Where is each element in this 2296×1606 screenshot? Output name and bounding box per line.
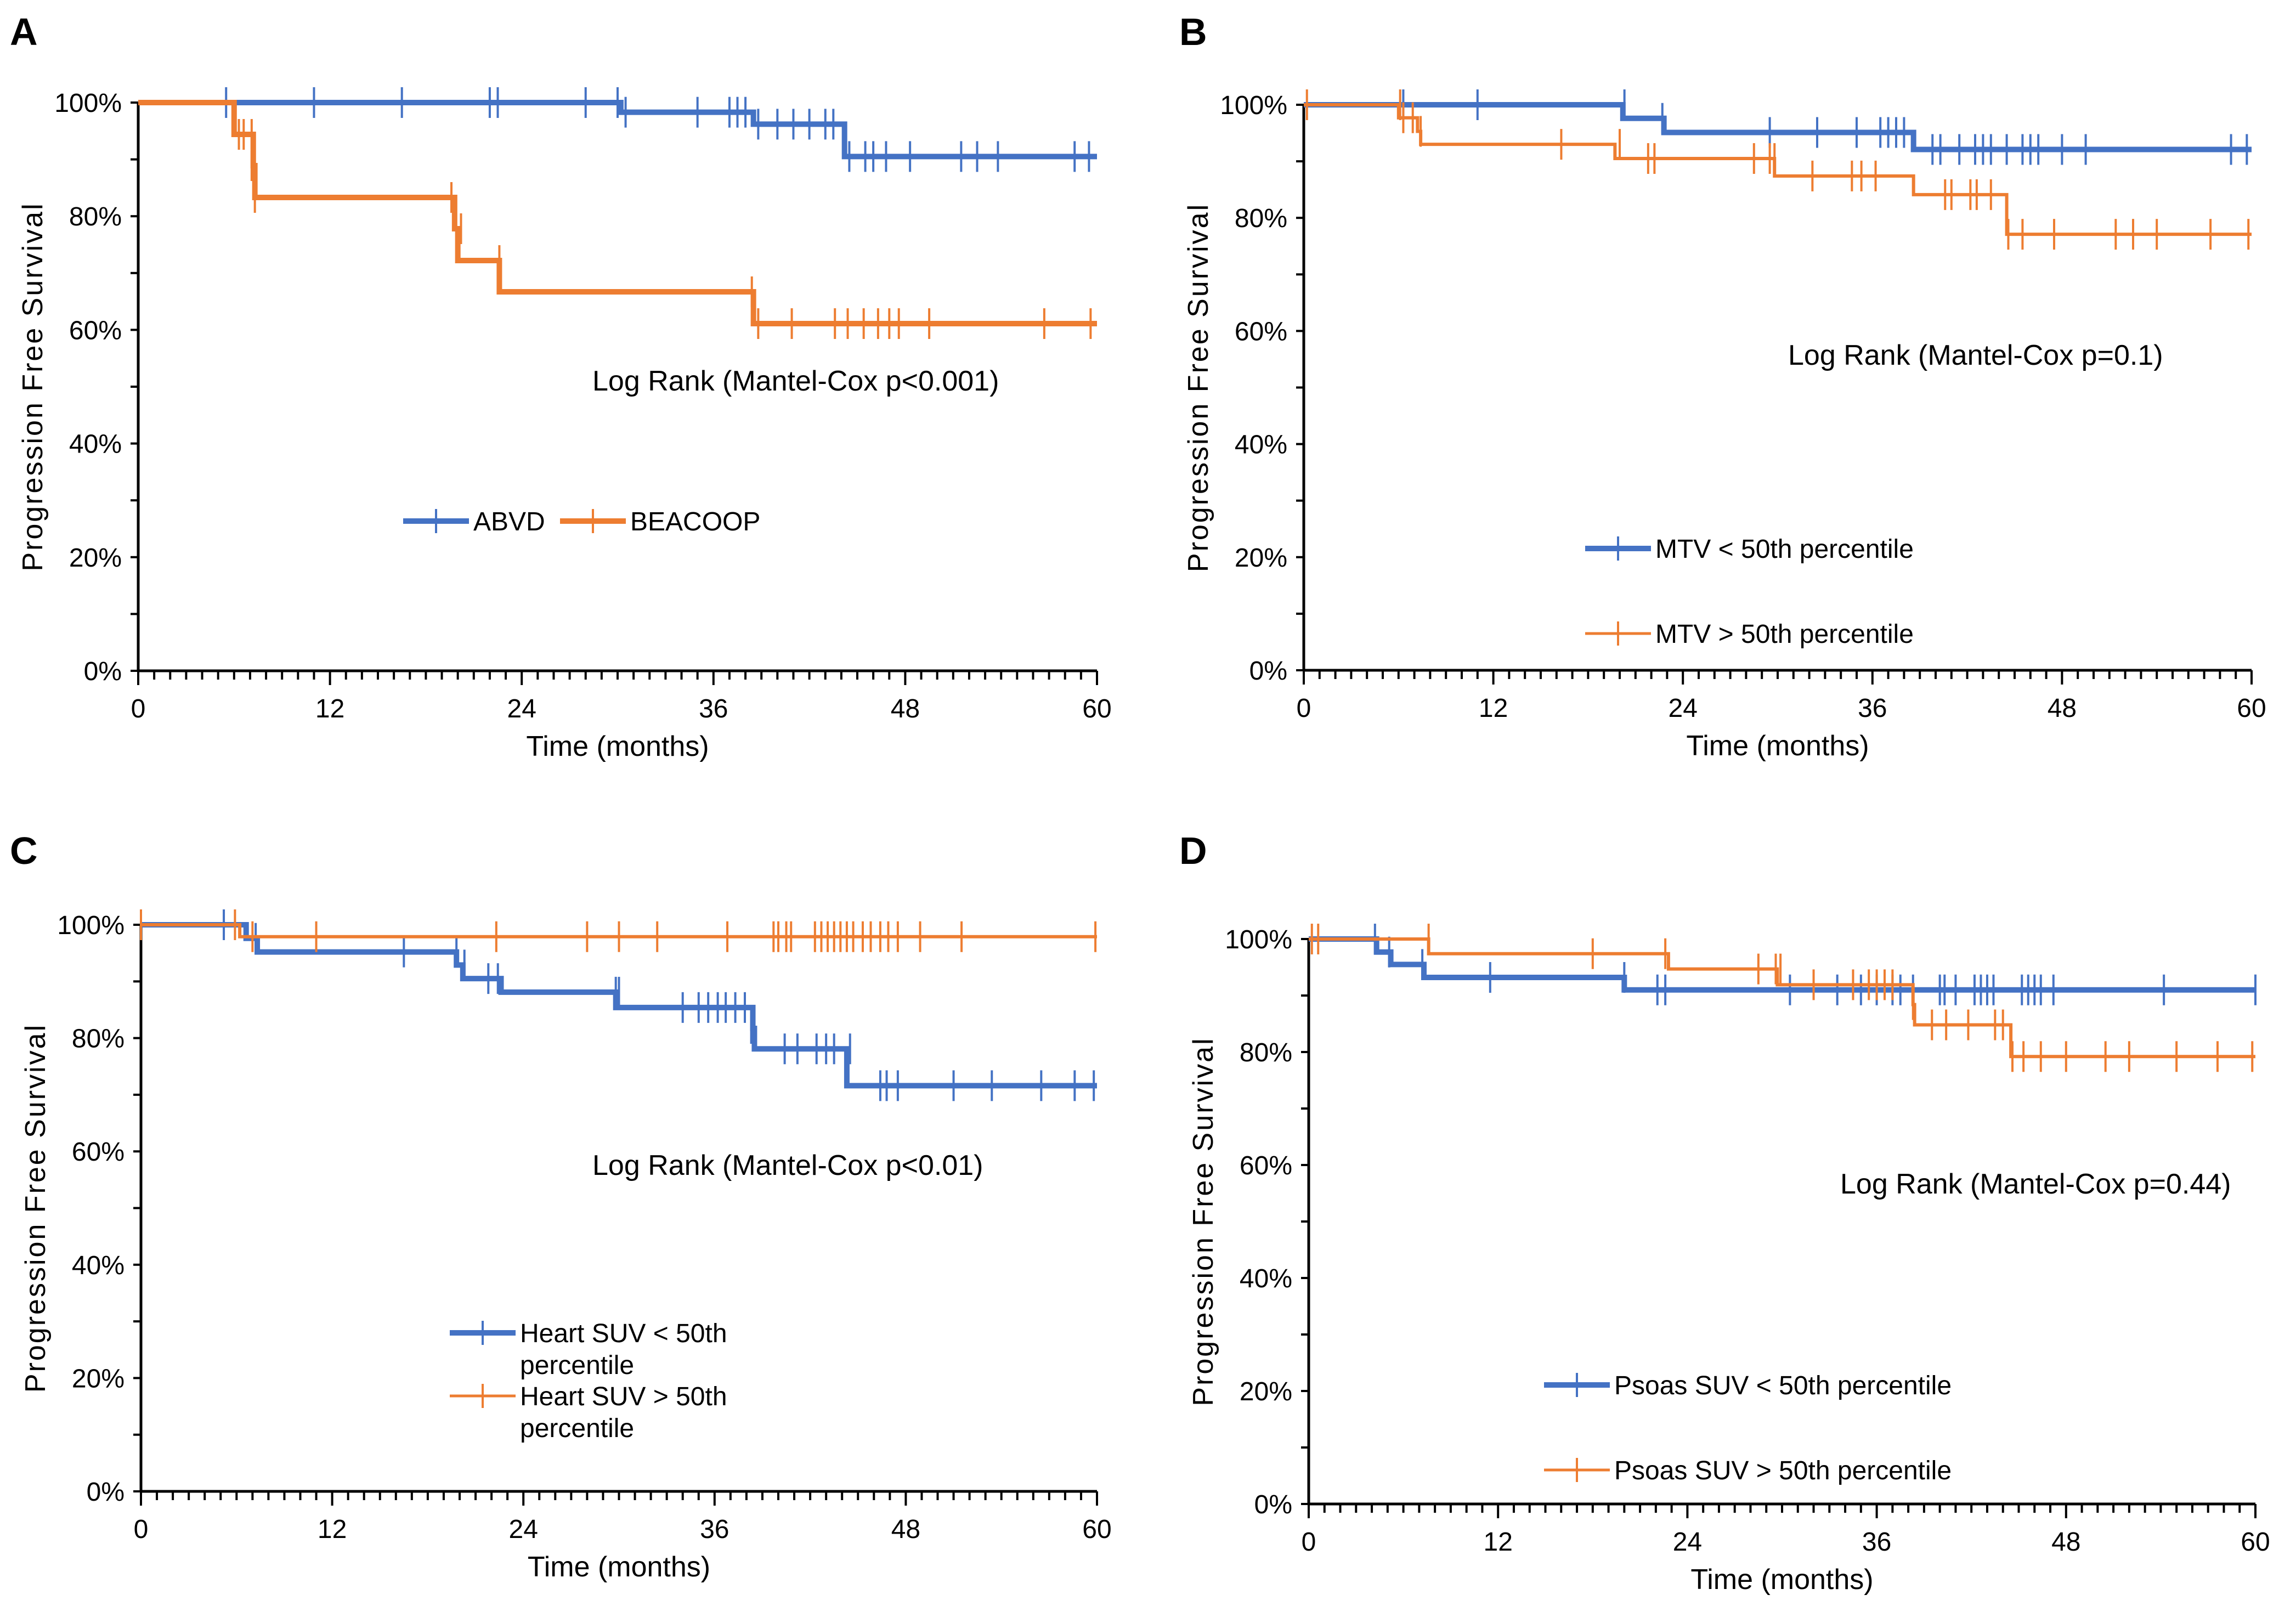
y-tick-label: 100% (1225, 925, 1292, 954)
y-tick-label: 20% (1240, 1377, 1292, 1406)
x-tick-label: 48 (2051, 1528, 2080, 1557)
x-tick-label: 24 (1673, 1528, 1702, 1557)
km-step-line (138, 100, 1097, 327)
x-tick-label: 36 (1858, 694, 1887, 723)
legend-label: Heart SUV > 50th percentile (520, 1382, 727, 1443)
x-tick-label: 24 (509, 1515, 538, 1544)
log-rank-annotation: Log Rank (Mantel-Cox p=0.1) (1788, 340, 2163, 371)
km-step-line (1309, 937, 2255, 1059)
panel-b: B 0% 20% 40% 60% 80% 100% 0 12 24 36 48 60 Time (mon… (1179, 10, 2266, 762)
legend-label: BEACOOP (630, 507, 760, 536)
series-group-1 (1309, 924, 2257, 1005)
panel-d: D 0% 20% 40% 60% 80% 100% 0 12 24 36 48 60 Time (mon… (1179, 829, 2270, 1596)
series-group-2 (1309, 924, 2255, 1072)
y-tick-label: 100% (54, 89, 122, 118)
x-tick-label: 48 (891, 694, 920, 723)
series-group-2 (140, 909, 1097, 952)
x-tick-label: 36 (700, 1515, 729, 1544)
series-group-2 (1304, 89, 2252, 250)
series-group-2 (138, 100, 1097, 340)
y-tick-label: 60% (72, 1138, 125, 1167)
y-tick-label: 80% (1235, 204, 1287, 233)
panel-c: C 0% 20% 40% 60% 80% 100% 0 12 24 36 48 60 Time (mon… (10, 829, 1112, 1583)
y-tick-label: 100% (1220, 91, 1287, 120)
y-tick-label: 80% (69, 202, 122, 231)
series-group-1 (138, 87, 1097, 172)
y-axis-title: Progression Free Survival (1183, 203, 1214, 572)
panel-letter-c: C (10, 829, 38, 872)
x-tick-label: 0 (1297, 694, 1311, 723)
y-tick-label: 40% (1235, 431, 1287, 460)
y-tick-label: 60% (1240, 1151, 1292, 1180)
km-step-line (1304, 103, 2252, 236)
y-tick-label: 20% (69, 544, 122, 573)
legend-label: Psoas SUV > 50th percentile (1614, 1456, 1952, 1485)
y-tick-label: 0% (84, 657, 122, 686)
legend-label: MTV < 50th percentile (1655, 535, 1914, 564)
y-tick-label: 60% (1235, 317, 1287, 346)
y-tick-label: 100% (57, 911, 125, 940)
x-tick-label: 36 (1862, 1528, 1891, 1557)
x-tick-label: 24 (1669, 694, 1698, 723)
x-axis-title: Time (months) (1690, 1564, 1873, 1596)
log-rank-annotation: Log Rank (Mantel-Cox p=0.44) (1840, 1168, 2231, 1200)
y-tick-label: 20% (72, 1364, 125, 1393)
x-tick-label: 0 (131, 694, 146, 723)
x-tick-label: 60 (1082, 1515, 1111, 1544)
log-rank-annotation: Log Rank (Mantel-Cox p<0.001) (592, 365, 999, 397)
km-step-line (1309, 936, 2255, 993)
x-tick-label: 48 (2048, 694, 2077, 723)
km-step-line (1304, 102, 2252, 152)
legend-label: MTV > 50th percentile (1655, 620, 1914, 649)
x-tick-label: 12 (315, 694, 344, 723)
km-step-line (141, 922, 1097, 1089)
y-tick-label: 0% (1249, 657, 1287, 686)
y-tick-label: 0% (87, 1478, 125, 1507)
x-tick-label: 60 (2237, 694, 2266, 723)
panel-a: A 0% 20% 40% 60% 80% 100% 0 12 24 36 48 60 Time (mon… (10, 10, 1112, 762)
y-axis-title: Progression Free Survival (20, 1023, 52, 1393)
y-tick-label: 40% (1240, 1264, 1292, 1293)
x-axis-title: Time (months) (1686, 730, 1869, 762)
x-tick-label: 12 (1479, 694, 1508, 723)
legend-label: Heart SUV < 50th percentile (520, 1319, 727, 1380)
panel-letter-b: B (1179, 10, 1207, 53)
y-axis-title: Progression Free Survival (1187, 1037, 1219, 1406)
x-tick-label: 60 (2241, 1528, 2270, 1557)
y-tick-label: 40% (72, 1251, 125, 1280)
legend-label: ABVD (473, 507, 545, 536)
x-axis-title: Time (months) (526, 731, 709, 762)
x-tick-label: 0 (1302, 1528, 1316, 1557)
series-group-1 (1304, 89, 2252, 165)
panel-letter-a: A (10, 10, 38, 53)
y-tick-label: 80% (1240, 1038, 1292, 1067)
panel-letter-d: D (1179, 829, 1207, 872)
y-tick-label: 60% (69, 316, 122, 345)
x-tick-label: 60 (1082, 694, 1111, 723)
y-tick-label: 40% (69, 430, 122, 459)
y-tick-label: 0% (1254, 1490, 1292, 1519)
x-tick-label: 0 (134, 1515, 149, 1544)
y-tick-label: 20% (1235, 544, 1287, 573)
legend-label: Psoas SUV < 50th percentile (1614, 1371, 1952, 1400)
x-tick-label: 24 (507, 694, 536, 723)
x-tick-label: 12 (318, 1515, 347, 1544)
y-axis-title: Progression Free Survival (17, 202, 49, 571)
x-tick-label: 12 (1484, 1528, 1513, 1557)
x-axis-title: Time (months) (528, 1551, 710, 1583)
km-step-line (138, 100, 1097, 160)
x-tick-label: 36 (699, 694, 728, 723)
x-tick-label: 48 (891, 1515, 920, 1544)
log-rank-annotation: Log Rank (Mantel-Cox p<0.01) (592, 1150, 983, 1181)
km-step-line (141, 923, 1097, 938)
y-tick-label: 80% (72, 1025, 125, 1054)
